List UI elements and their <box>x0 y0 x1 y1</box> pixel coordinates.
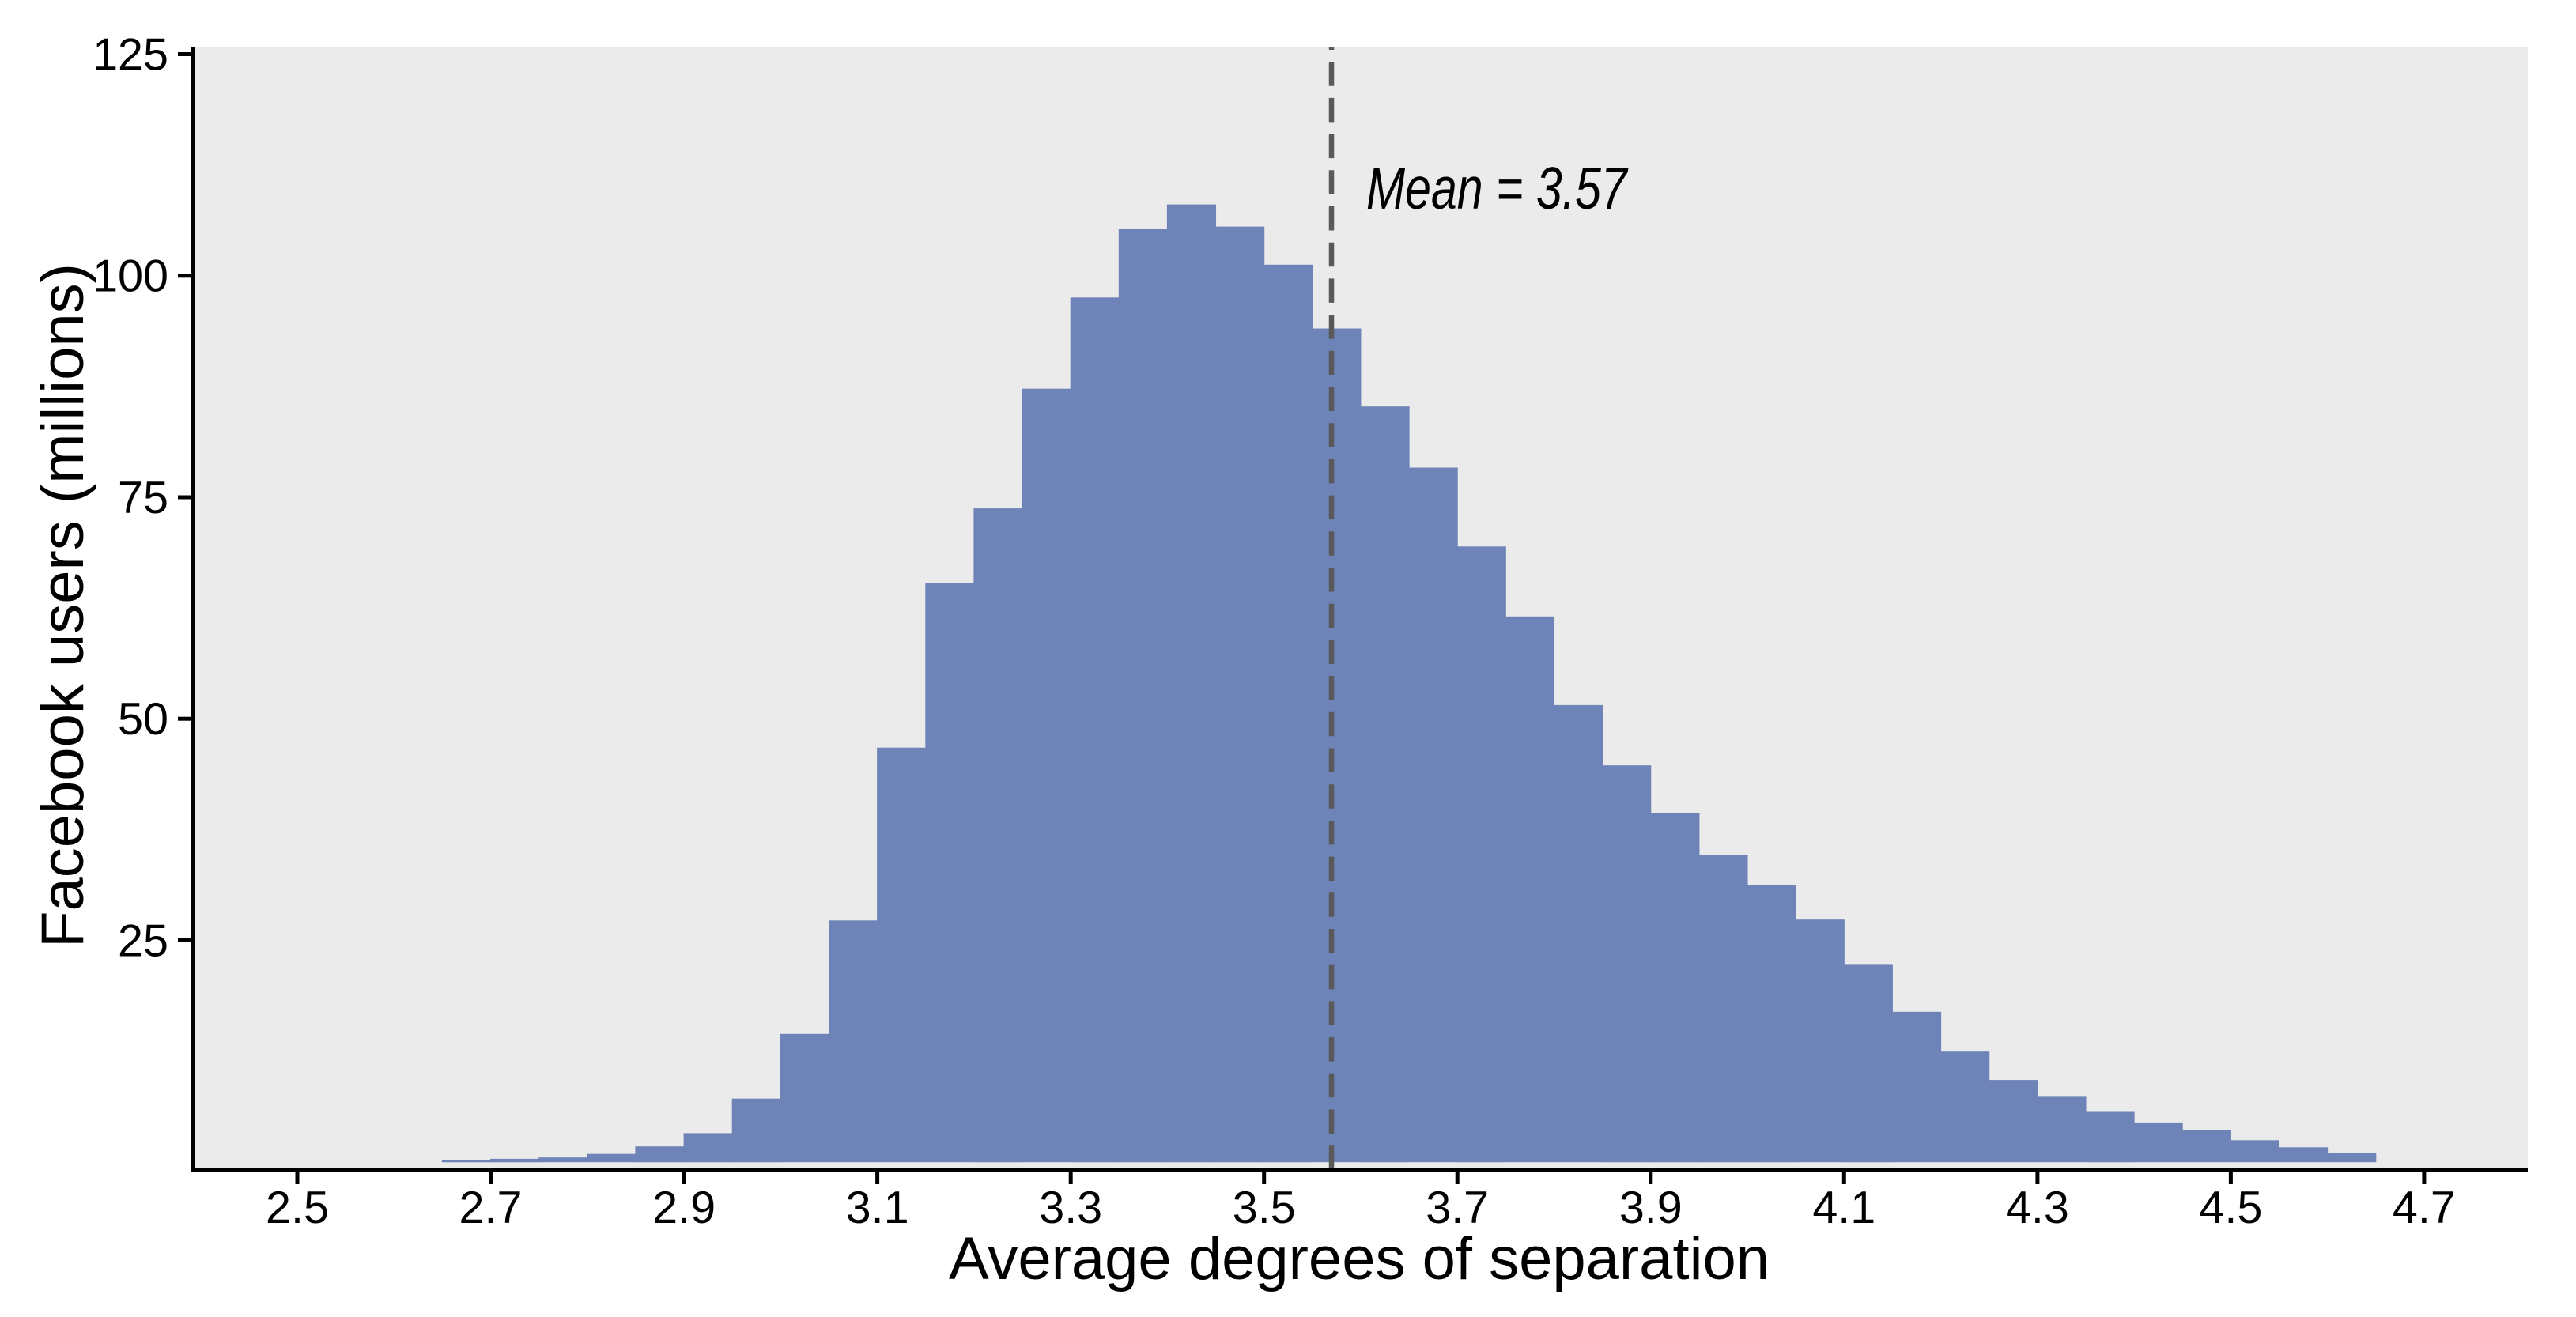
svg-text:3.5: 3.5 <box>1233 1183 1296 1233</box>
svg-text:2.9: 2.9 <box>652 1183 716 1233</box>
svg-text:4.3: 4.3 <box>2006 1183 2069 1233</box>
svg-text:50: 50 <box>118 694 168 745</box>
svg-text:Average degrees of separation: Average degrees of separation <box>949 1225 1770 1292</box>
svg-text:4.7: 4.7 <box>2393 1183 2456 1233</box>
svg-text:100: 100 <box>93 251 168 302</box>
svg-text:75: 75 <box>118 473 168 523</box>
svg-text:3.3: 3.3 <box>1039 1183 1102 1233</box>
svg-text:Mean = 3.57: Mean = 3.57 <box>1366 156 1629 221</box>
svg-text:3.7: 3.7 <box>1426 1183 1489 1233</box>
svg-text:4.5: 4.5 <box>2199 1183 2262 1233</box>
svg-text:125: 125 <box>93 29 168 80</box>
svg-text:25: 25 <box>118 915 168 966</box>
svg-text:4.1: 4.1 <box>1812 1183 1875 1233</box>
svg-text:3.9: 3.9 <box>1619 1183 1683 1233</box>
svg-text:2.7: 2.7 <box>459 1183 523 1233</box>
svg-text:2.5: 2.5 <box>266 1183 329 1233</box>
svg-text:3.1: 3.1 <box>846 1183 909 1233</box>
svg-text:Facebook users (millions): Facebook users (millions) <box>29 263 96 948</box>
